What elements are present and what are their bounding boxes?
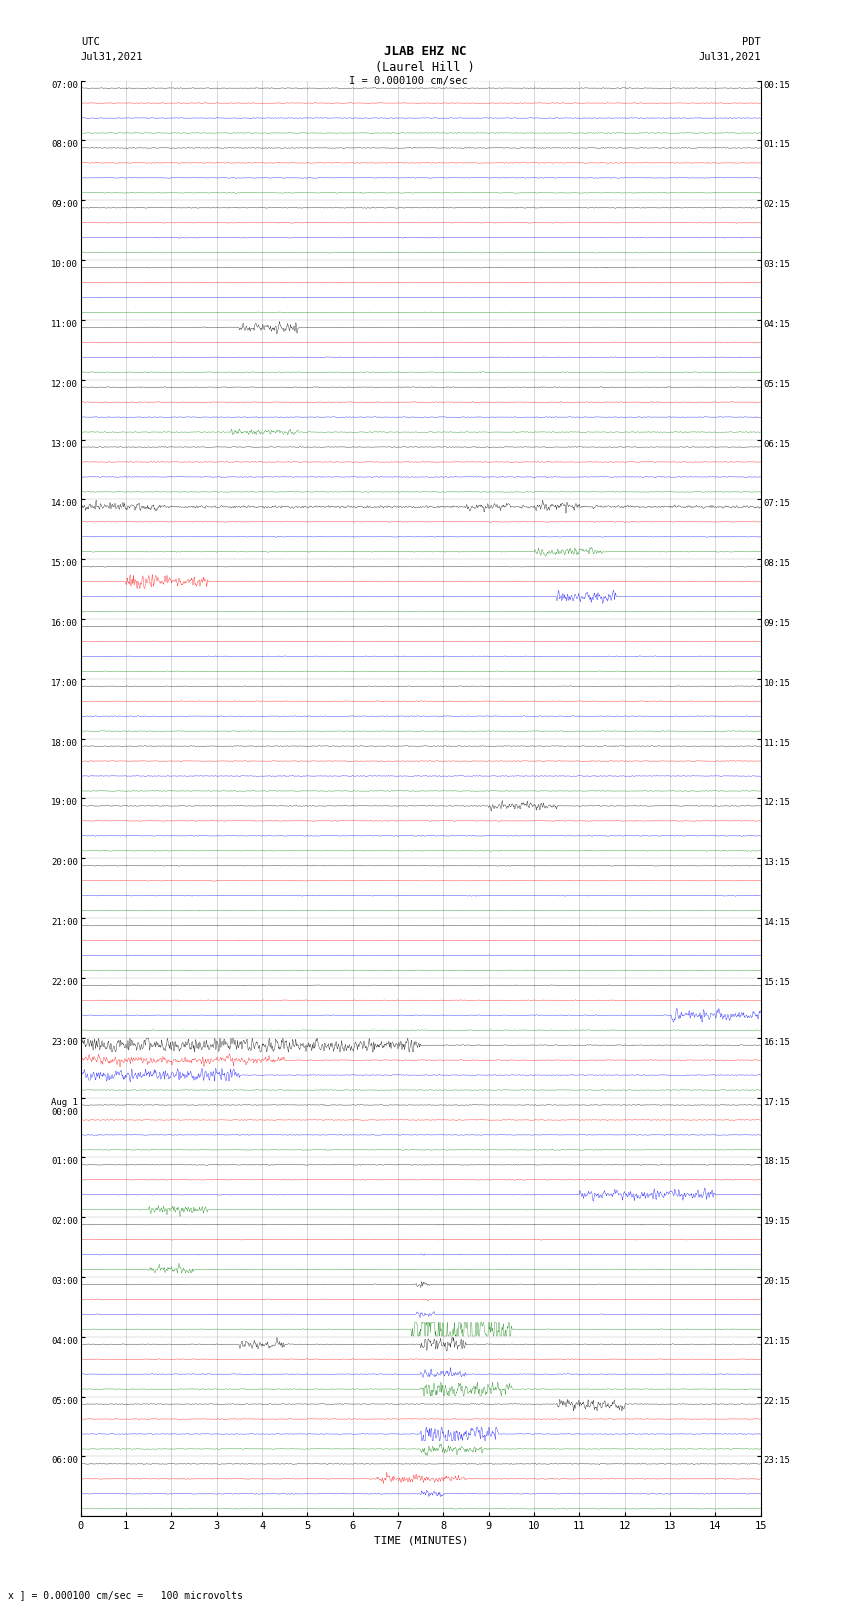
Text: Jul31,2021: Jul31,2021 [698,52,761,61]
Text: Jul31,2021: Jul31,2021 [81,52,144,61]
Text: UTC: UTC [81,37,99,47]
Text: x ] = 0.000100 cm/sec =   100 microvolts: x ] = 0.000100 cm/sec = 100 microvolts [8,1590,243,1600]
X-axis label: TIME (MINUTES): TIME (MINUTES) [373,1536,468,1545]
Text: JLAB EHZ NC: JLAB EHZ NC [383,45,467,58]
Text: I = 0.000100 cm/sec: I = 0.000100 cm/sec [348,76,468,85]
Text: (Laurel Hill ): (Laurel Hill ) [375,61,475,74]
Text: PDT: PDT [742,37,761,47]
